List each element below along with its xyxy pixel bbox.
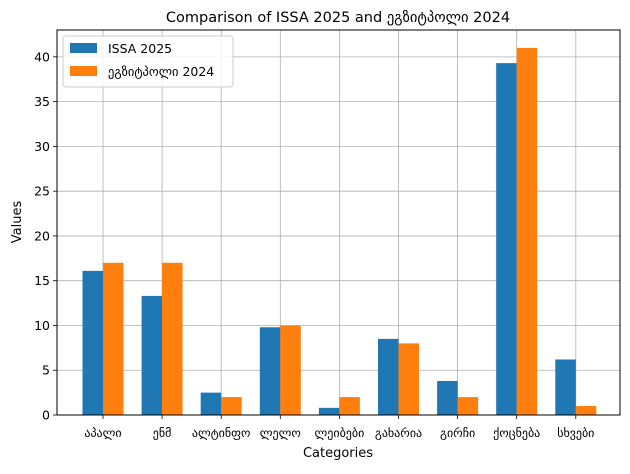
bar-issa-2025 <box>259 327 281 415</box>
grid <box>57 30 620 416</box>
x-tick-label: აპალი <box>84 426 121 440</box>
y-tick-label: 25 <box>34 184 50 199</box>
plot-frame <box>56 29 621 416</box>
x-tick-label: ლელო <box>260 426 301 440</box>
x-tick-label: ენმ <box>153 426 172 440</box>
bar-exit-poll-2024 <box>162 262 183 415</box>
x-tick-label: ქოცნება <box>493 426 540 440</box>
y-tick-label: 35 <box>34 94 50 109</box>
y-tick-label: 20 <box>34 228 50 243</box>
bar-issa-2025 <box>378 338 399 415</box>
y-tick-label: 40 <box>34 49 50 64</box>
bar-exit-poll-2024 <box>103 262 124 415</box>
bar-exit-poll-2024 <box>339 397 360 415</box>
x-tick-label: ალტინფო <box>192 426 251 440</box>
bar-issa-2025 <box>496 63 517 416</box>
legend-label-exit-poll-2024: ეგზიტპოლი 2024 <box>108 64 214 79</box>
chart-title: Comparison of ISSA 2025 and ეგზიტპოლი 20… <box>166 10 510 26</box>
x-axis-label: Categories <box>303 446 373 461</box>
bar-exit-poll-2024 <box>221 397 242 415</box>
bar-issa-2025 <box>82 270 103 415</box>
legend-label-issa-2025: ISSA 2025 <box>108 41 172 56</box>
y-tick-label: 30 <box>34 139 50 154</box>
legend-swatch-exit-poll-2024 <box>70 66 97 76</box>
x-axis: აპალი ენმ ალტინფო ლელო ლეიბები გახარია გირჩი ქო… <box>84 415 594 440</box>
y-axis: 0 5 10 15 20 25 30 35 40 <box>34 49 57 423</box>
bar-issa-2025 <box>555 359 576 415</box>
bar-exit-poll-2024 <box>457 397 479 415</box>
bar-issa-2025 <box>200 392 222 415</box>
x-tick-label: სხვები <box>557 426 594 440</box>
legend-swatch-issa-2025 <box>70 43 97 53</box>
y-tick-label: 15 <box>34 273 50 288</box>
bar-exit-poll-2024 <box>398 343 419 415</box>
bars <box>82 47 597 416</box>
x-tick-label: გახარია <box>375 426 422 440</box>
bar-issa-2025 <box>141 295 163 415</box>
bar-exit-poll-2024 <box>516 47 538 415</box>
bar-issa-2025 <box>318 407 340 415</box>
legend-box <box>62 35 234 88</box>
legend: ISSA 2025 ეგზიტპოლი 2024 <box>62 35 234 88</box>
bar-exit-poll-2024 <box>280 325 301 415</box>
y-tick-label: 5 <box>42 363 50 378</box>
y-tick-label: 0 <box>42 408 50 423</box>
y-tick-label: 10 <box>34 318 50 333</box>
x-tick-label: ლეიბები <box>314 426 364 440</box>
bar-exit-poll-2024 <box>575 406 597 415</box>
y-axis-label: Values <box>10 201 25 244</box>
bar-issa-2025 <box>437 380 458 415</box>
x-tick-label: გირჩი <box>440 426 475 440</box>
